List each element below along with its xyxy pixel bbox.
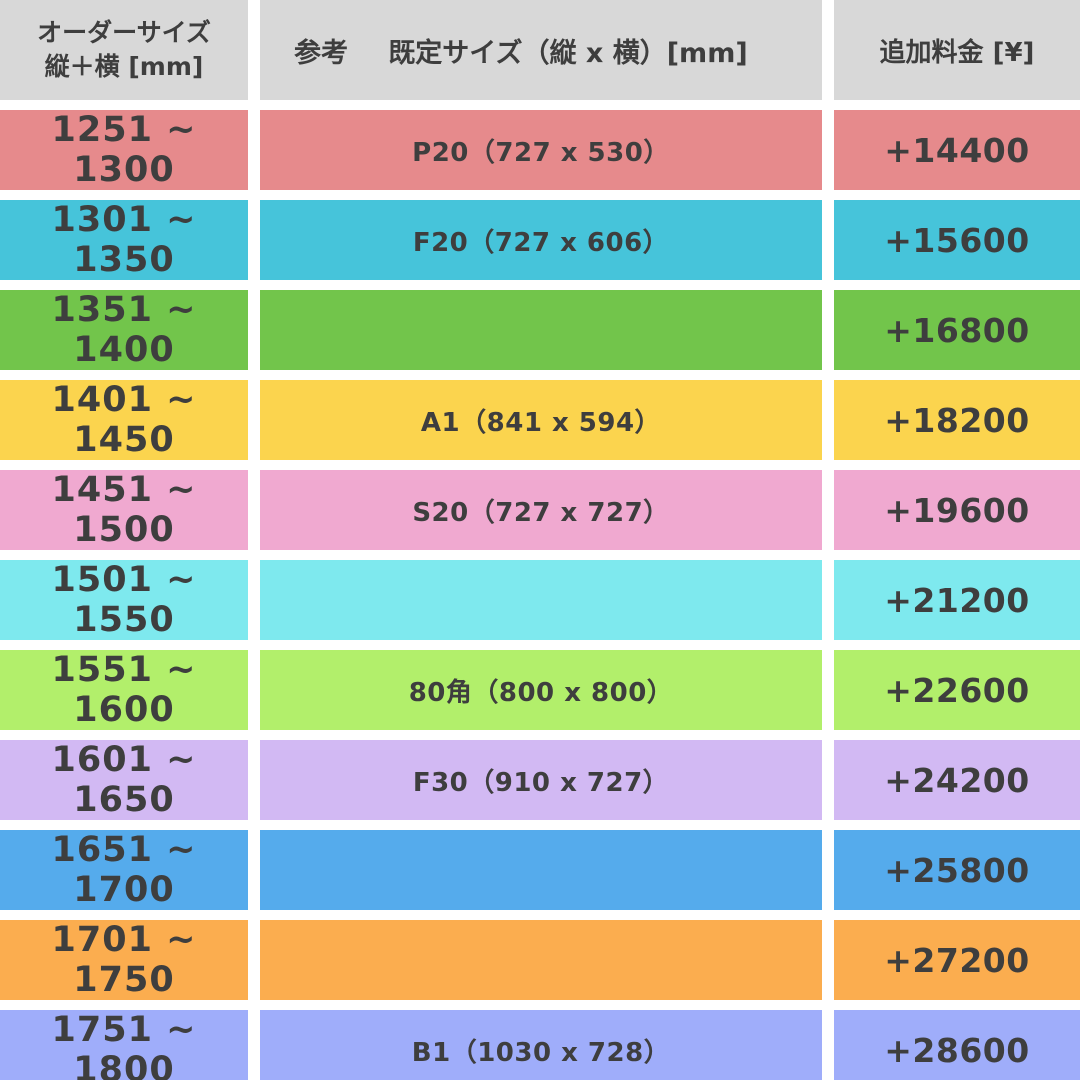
additional-fee: +21200 [834,560,1080,640]
order-size-range: 1551 ~ 1600 [0,650,248,730]
table-row: 1751 ~ 1800 B1（1030 x 728） +28600 [0,1010,1080,1080]
reference-size [260,920,822,1000]
table-row: 1301 ~ 1350 F20（727 x 606） +15600 [0,200,1080,280]
reference-size [260,290,822,370]
table-row: 1601 ~ 1650 F30（910 x 727） +24200 [0,740,1080,820]
additional-fee: +15600 [834,200,1080,280]
header-reference-title: 既定サイズ（縦 x 横）[mm] [388,37,748,69]
table-row: 1401 ~ 1450 A1（841 x 594） +18200 [0,380,1080,460]
header-order-size-line2: 縦＋横 [mm] [44,52,204,81]
order-size-range: 1401 ~ 1450 [0,380,248,460]
order-size-range: 1451 ~ 1500 [0,470,248,550]
table-row: 1651 ~ 1700 +25800 [0,830,1080,910]
table-row: 1251 ~ 1300 P20（727 x 530） +14400 [0,110,1080,190]
table-row: 1551 ~ 1600 80角（800 x 800） +22600 [0,650,1080,730]
reference-size [260,560,822,640]
additional-fee: +14400 [834,110,1080,190]
table-row: 1351 ~ 1400 +16800 [0,290,1080,370]
order-size-range: 1751 ~ 1800 [0,1010,248,1080]
table-row: 1451 ~ 1500 S20（727 x 727） +19600 [0,470,1080,550]
order-size-range: 1251 ~ 1300 [0,110,248,190]
order-size-range: 1601 ~ 1650 [0,740,248,820]
additional-fee: +19600 [834,470,1080,550]
header-reference-size: 参考 既定サイズ（縦 x 横）[mm] [260,0,822,100]
order-size-range: 1501 ~ 1550 [0,560,248,640]
table-header: オーダーサイズ 縦＋横 [mm] 参考 既定サイズ（縦 x 横）[mm] 追加料… [0,0,1080,100]
additional-fee: +22600 [834,650,1080,730]
order-size-range: 1301 ~ 1350 [0,200,248,280]
reference-size: A1（841 x 594） [260,380,822,460]
reference-size [260,830,822,910]
header-additional-fee: 追加料金 [¥] [834,0,1080,100]
additional-fee: +18200 [834,380,1080,460]
reference-size: S20（727 x 727） [260,470,822,550]
additional-fee: +24200 [834,740,1080,820]
order-size-range: 1701 ~ 1750 [0,920,248,1000]
header-order-size: オーダーサイズ 縦＋横 [mm] [0,0,248,100]
header-order-size-line1: オーダーサイズ [37,18,211,48]
reference-size: 80角（800 x 800） [260,650,822,730]
reference-size: F30（910 x 727） [260,740,822,820]
additional-fee: +27200 [834,920,1080,1000]
reference-size: F20（727 x 606） [260,200,822,280]
reference-size: P20（727 x 530） [260,110,822,190]
header-reference-label: 参考 [294,37,348,69]
table-row: 1501 ~ 1550 +21200 [0,560,1080,640]
additional-fee: +28600 [834,1010,1080,1080]
order-size-range: 1351 ~ 1400 [0,290,248,370]
order-size-range: 1651 ~ 1700 [0,830,248,910]
table-row: 1701 ~ 1750 +27200 [0,920,1080,1000]
reference-size: B1（1030 x 728） [260,1010,822,1080]
additional-fee: +25800 [834,830,1080,910]
additional-fee: +16800 [834,290,1080,370]
